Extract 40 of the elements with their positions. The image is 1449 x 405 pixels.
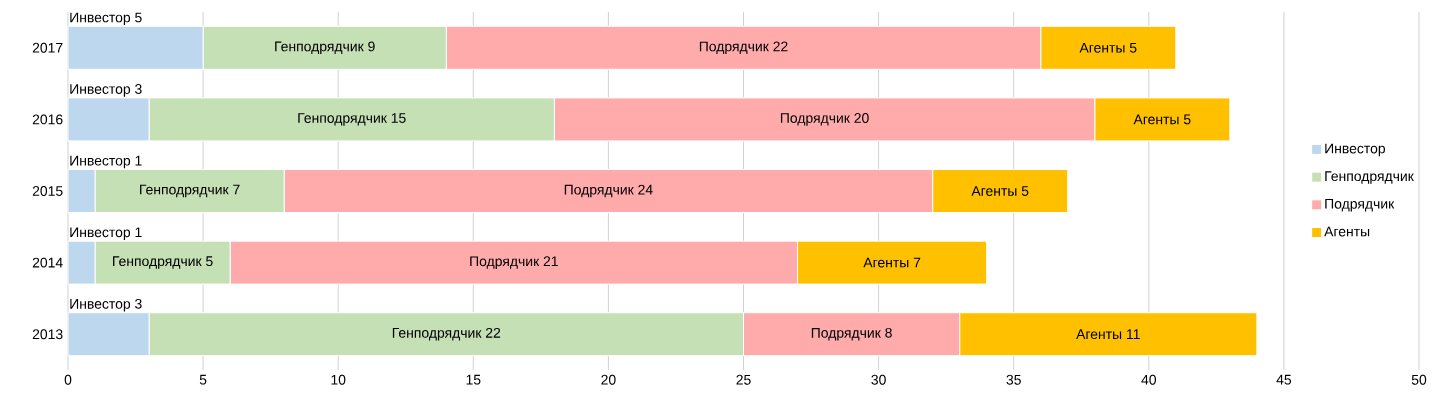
legend-label: Подрядчик	[1325, 199, 1395, 212]
x-tick-label: 25	[736, 374, 751, 385]
data-label: Инвестор 5	[70, 12, 142, 26]
data-label: Инвестор 1	[70, 227, 142, 240]
x-tick-label: 15	[466, 374, 481, 385]
x-tick-label: 0	[64, 374, 72, 385]
x-tick-label: 10	[331, 374, 346, 385]
data-label: Агенты 5	[971, 186, 1029, 196]
data-label: Инвестор 3	[70, 84, 142, 97]
x-tick-label: 35	[1006, 374, 1021, 385]
x-tick-label: 40	[1141, 374, 1157, 385]
data-label: Агенты 5	[1133, 114, 1191, 125]
data-label: Подрядчик 20	[780, 113, 869, 126]
y-tick-label: 2015	[32, 186, 63, 196]
x-tick-label: 20	[601, 374, 616, 385]
legend-label: Генподрядчик	[1325, 171, 1414, 184]
legend-label: Инвестор	[1325, 143, 1386, 157]
data-label: Инвестор 3	[70, 298, 142, 312]
y-tick-label: 2016	[32, 114, 63, 125]
data-label: Генподрядчик 9	[275, 41, 375, 55]
data-label: Агенты 7	[863, 257, 921, 268]
data-label: Инвестор 1	[70, 155, 142, 169]
y-tick-label: 2014	[32, 257, 63, 268]
y-tick-label: 2013	[32, 329, 63, 340]
data-label: Генподрядчик 22	[392, 327, 501, 341]
x-tick-label: 45	[1276, 374, 1292, 385]
x-tick-label: 50	[1411, 374, 1427, 385]
legend-label: Агенты	[1324, 226, 1370, 237]
data-label: Подрядчик 22	[699, 41, 788, 55]
data-label: Агенты 5	[1079, 42, 1137, 53]
y-tick-label: 2017	[32, 42, 63, 53]
data-label: Подрядчик 21	[470, 256, 558, 269]
x-tick-label: 30	[871, 374, 886, 385]
data-label: Генподрядчик 15	[298, 113, 406, 126]
data-label: Подрядчик 8	[811, 327, 892, 341]
data-label: Генподрядчик 7	[140, 184, 240, 198]
data-label: Подрядчик 24	[564, 184, 653, 198]
data-label: Генподрядчик 5	[113, 256, 213, 269]
x-tick-label: 5	[199, 374, 207, 385]
data-label: Агенты 11	[1076, 329, 1140, 340]
